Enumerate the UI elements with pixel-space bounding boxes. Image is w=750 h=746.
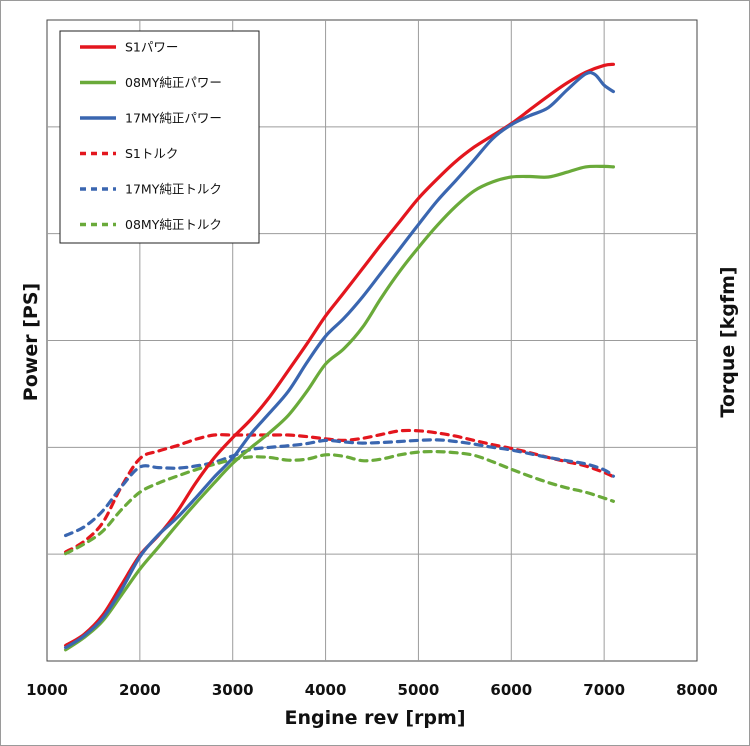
legend: S1パワー 08MY純正パワー 17MY純正パワー S1トルク 17MY純正トルク 08M…: [59, 30, 260, 244]
legend-label: 17MY純正トルク: [125, 182, 222, 197]
legend-label: 17MY純正パワー: [125, 111, 222, 126]
grid-lines: [47, 20, 697, 661]
legend-label: S1パワー: [125, 40, 178, 55]
x-tick-label: 3000: [212, 681, 254, 699]
legend-label: S1トルク: [125, 146, 178, 161]
series-line-2: [63, 164, 615, 652]
series-layer: [63, 62, 615, 652]
series-line-5: [63, 438, 615, 538]
legend-label: 08MY純正パワー: [125, 75, 222, 90]
series-line-3: [63, 70, 615, 650]
x-tick-label: 7000: [583, 681, 625, 699]
x-tick-label: 2000: [119, 681, 161, 699]
series-line-6: [63, 449, 615, 556]
legend-box: [59, 30, 260, 244]
x-tick-label: 8000: [676, 681, 718, 699]
x-tick-label: 6000: [490, 681, 532, 699]
y-axis-title-left: Power [PS]: [20, 283, 42, 401]
y-axis-title-right: Torque [kgfm]: [717, 266, 739, 417]
x-tick-label: 5000: [398, 681, 440, 699]
x-axis-title: Engine rev [rpm]: [284, 707, 465, 729]
legend-label: 08MY純正トルク: [125, 217, 222, 232]
x-tick-label: 4000: [305, 681, 347, 699]
x-tick-labels: 1000 2000 3000 4000 5000 6000 7000 8000: [26, 681, 718, 699]
x-tick-label: 1000: [26, 681, 68, 699]
